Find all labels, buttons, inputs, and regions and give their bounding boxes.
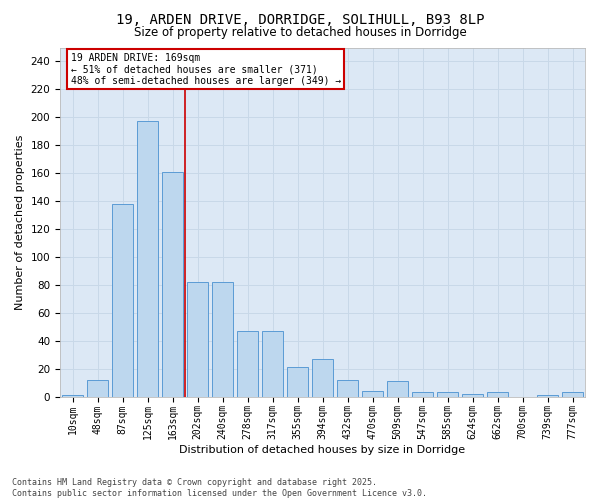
Text: 19, ARDEN DRIVE, DORRIDGE, SOLIHULL, B93 8LP: 19, ARDEN DRIVE, DORRIDGE, SOLIHULL, B93… <box>116 12 484 26</box>
Bar <box>487 392 508 396</box>
Bar <box>87 380 108 396</box>
Text: Size of property relative to detached houses in Dorridge: Size of property relative to detached ho… <box>134 26 466 39</box>
Bar <box>137 122 158 396</box>
Bar <box>362 391 383 396</box>
Bar <box>162 172 183 396</box>
Y-axis label: Number of detached properties: Number of detached properties <box>15 134 25 310</box>
Bar <box>112 204 133 396</box>
Bar <box>387 381 408 396</box>
Bar <box>187 282 208 397</box>
Bar <box>262 331 283 396</box>
Bar <box>212 282 233 397</box>
Bar <box>237 331 258 396</box>
Bar <box>62 395 83 396</box>
Text: 19 ARDEN DRIVE: 169sqm
← 51% of detached houses are smaller (371)
48% of semi-de: 19 ARDEN DRIVE: 169sqm ← 51% of detached… <box>71 52 341 86</box>
Bar <box>562 392 583 396</box>
Bar <box>337 380 358 396</box>
Bar <box>462 394 483 396</box>
X-axis label: Distribution of detached houses by size in Dorridge: Distribution of detached houses by size … <box>179 445 466 455</box>
Bar <box>287 367 308 396</box>
Bar <box>412 392 433 396</box>
Text: Contains HM Land Registry data © Crown copyright and database right 2025.
Contai: Contains HM Land Registry data © Crown c… <box>12 478 427 498</box>
Bar <box>437 392 458 396</box>
Bar <box>312 359 333 397</box>
Bar <box>537 395 558 396</box>
